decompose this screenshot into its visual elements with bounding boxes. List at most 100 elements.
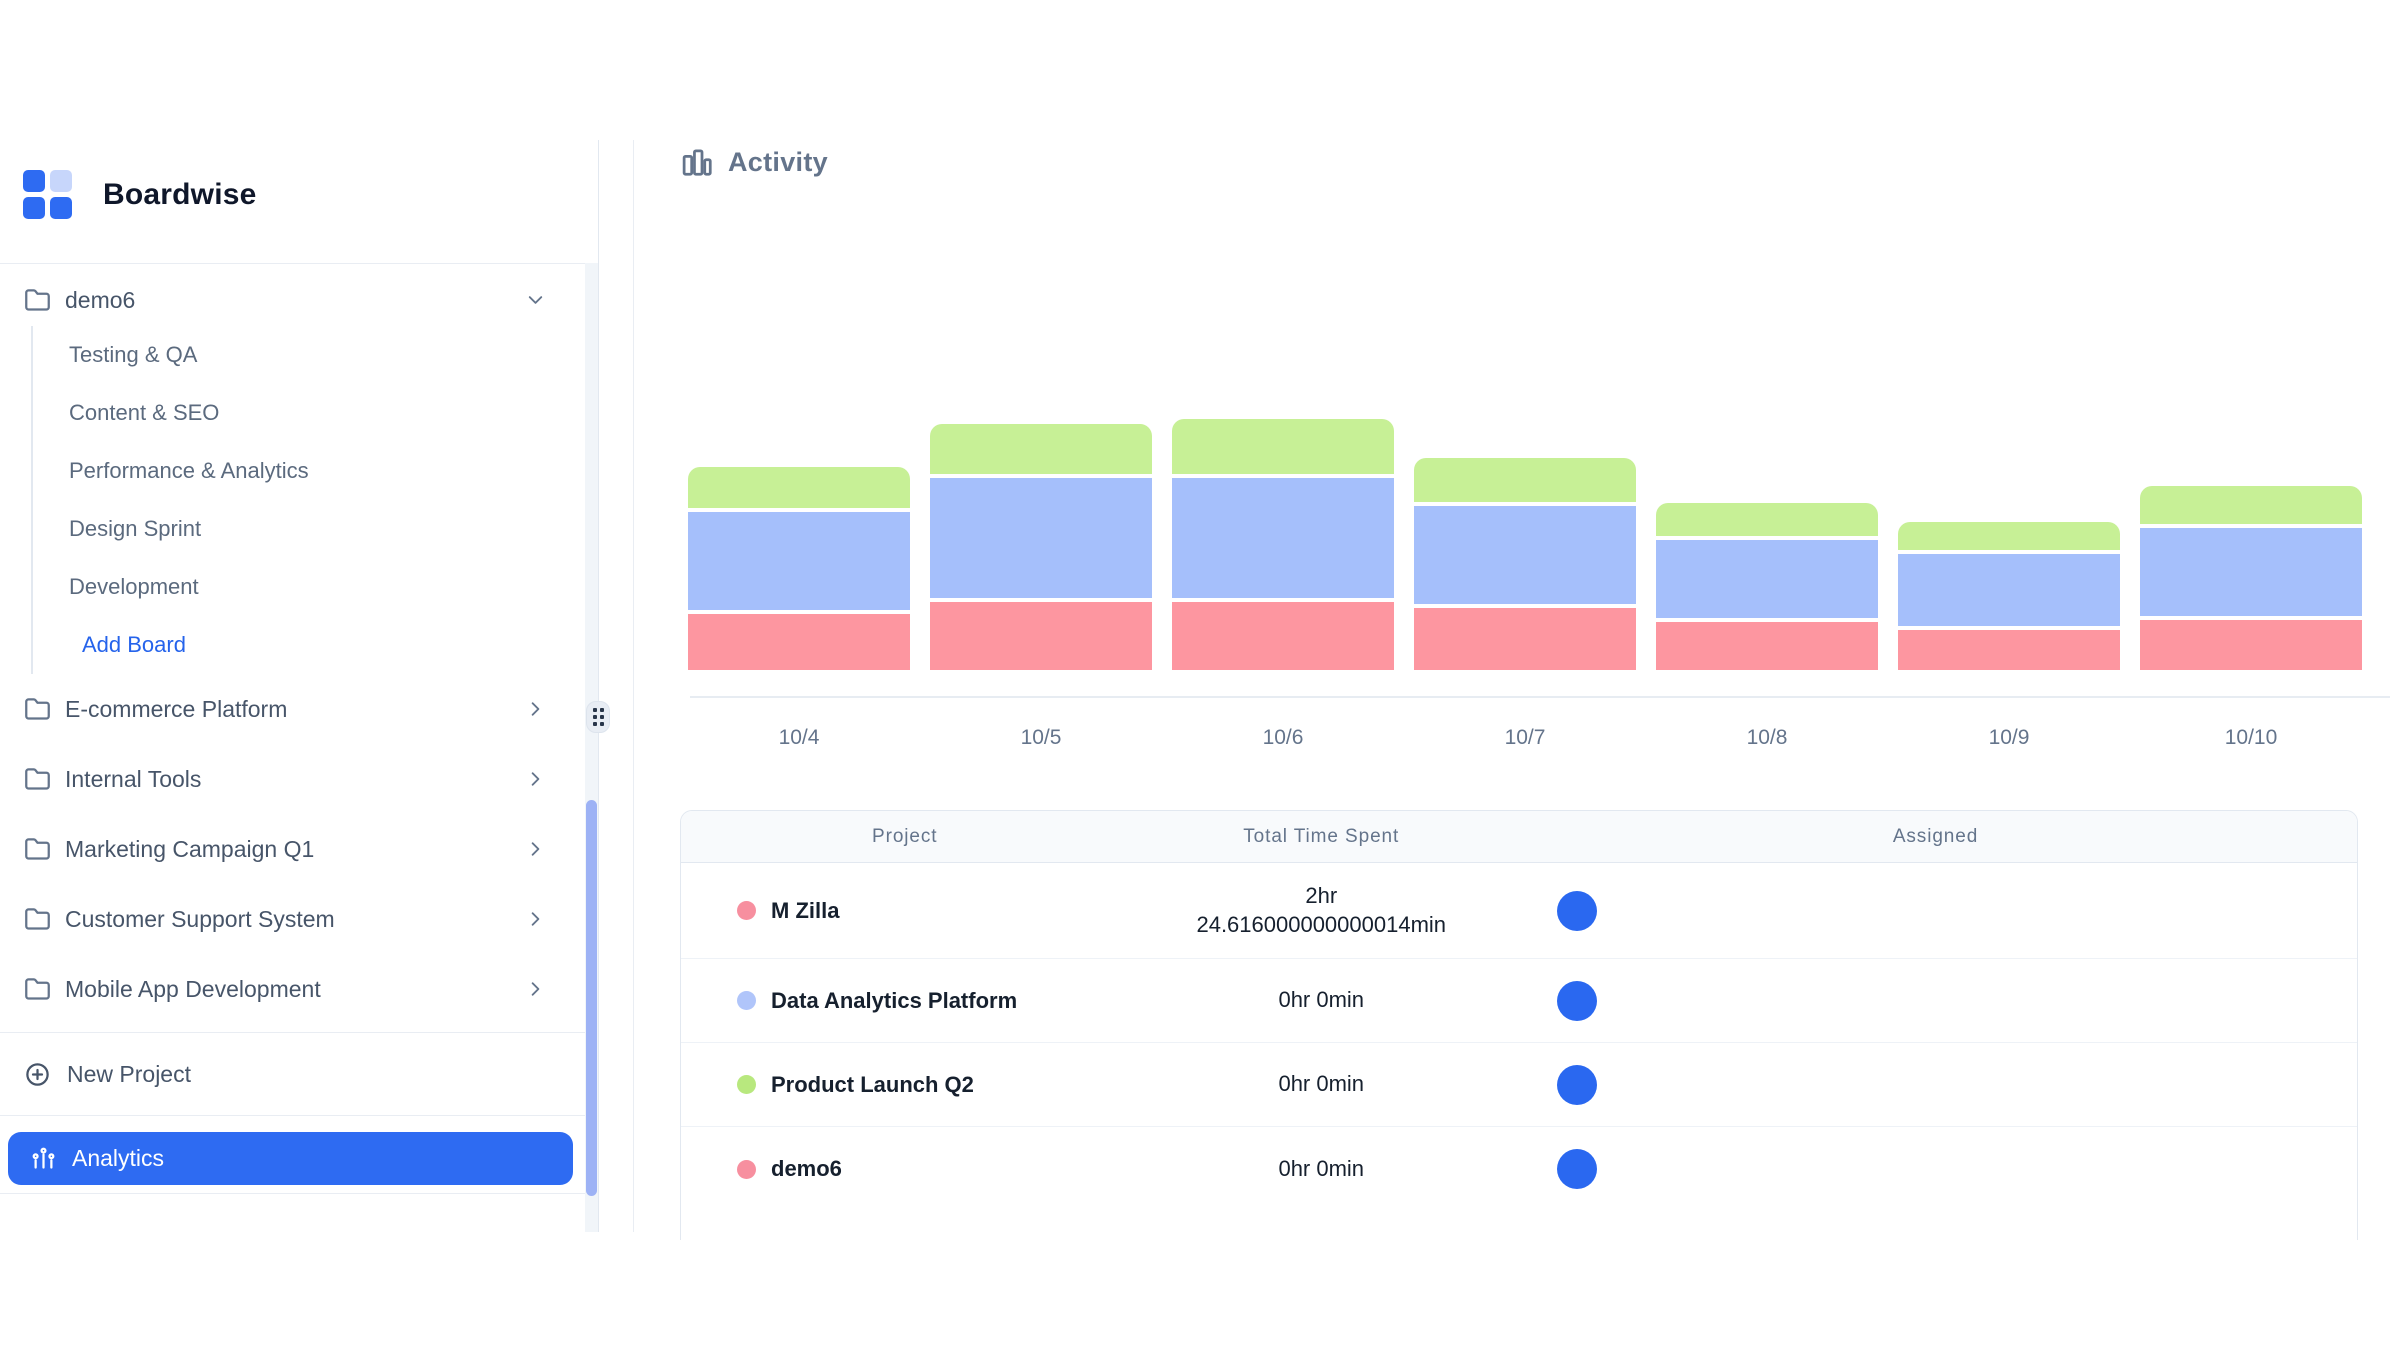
new-project-label: New Project — [67, 1060, 191, 1087]
folder-icon — [25, 837, 50, 860]
assigned-avatar[interactable] — [1557, 890, 1598, 931]
sidebar-scrollbar-thumb[interactable] — [586, 800, 597, 1196]
chevron-right-icon[interactable] — [524, 768, 547, 791]
assigned-cell — [1514, 890, 2357, 931]
add-board-button[interactable]: Add Board — [82, 632, 186, 657]
assigned-cell — [1514, 980, 2357, 1021]
bar-segment-10-4-data-analytics-platform[interactable] — [688, 512, 910, 610]
bar-segment-10-5-data-analytics-platform[interactable] — [930, 478, 1152, 598]
project-name: Data Analytics Platform — [771, 987, 1018, 1013]
bar-segment-10-9-m-zilla[interactable] — [1898, 630, 2120, 670]
total-time-cell: 0hr 0min — [1129, 1070, 1515, 1099]
panel-resize-grip[interactable] — [586, 701, 610, 733]
x-axis-label-10-6: 10/6 — [1262, 726, 1304, 749]
bar-segment-10-6-data-analytics-platform[interactable] — [1172, 478, 1394, 598]
new-project-button[interactable]: New Project — [0, 1041, 586, 1107]
chevron-down-icon[interactable] — [524, 289, 547, 312]
board-list: Testing & QA Content & SEO Performance & A… — [31, 326, 586, 674]
project-label: Internal Tools — [65, 765, 202, 792]
collapsed-project-list: E-commerce Platform Internal Tools Marketi… — [0, 674, 586, 1024]
sidebar-item-internal-tools[interactable]: Internal Tools — [0, 744, 586, 814]
analytics-chart-icon — [32, 1147, 55, 1169]
x-axis-label-10-10: 10/10 — [2224, 726, 2278, 749]
divider — [0, 1032, 586, 1033]
table-header-row: Project Total Time Spent Assigned — [681, 811, 2357, 863]
table-row-m-zilla[interactable]: M Zilla 2hr 24.616000000000014min — [681, 863, 2357, 959]
board-item-testing-qa[interactable]: Testing & QA — [69, 342, 198, 367]
bar-segment-10-8-product-launch-q2[interactable] — [1656, 503, 1878, 536]
total-time-cell: 0hr 0min — [1129, 986, 1515, 1015]
project-color-dot — [737, 991, 756, 1010]
chevron-right-icon[interactable] — [524, 908, 547, 931]
bar-segment-10-10-data-analytics-platform[interactable] — [2140, 528, 2362, 616]
table-row-data-analytics-platform[interactable]: Data Analytics Platform 0hr 0min — [681, 959, 2357, 1043]
sidebar-item-e-commerce-platform[interactable]: E-commerce Platform — [0, 674, 586, 744]
bar-segment-10-10-m-zilla[interactable] — [2140, 620, 2362, 670]
board-item-content-seo[interactable]: Content & SEO — [69, 400, 220, 425]
table-row-demo6[interactable]: demo6 0hr 0min — [681, 1127, 2357, 1211]
bar-segment-10-8-data-analytics-platform[interactable] — [1656, 540, 1878, 618]
bar-segment-10-5-m-zilla[interactable] — [930, 602, 1152, 670]
board-item-development[interactable]: Development — [69, 574, 199, 599]
bar-segment-10-9-data-analytics-platform[interactable] — [1898, 554, 2120, 626]
activity-header: Activity — [680, 146, 828, 179]
assigned-avatar[interactable] — [1557, 980, 1598, 1021]
bar-segment-10-4-product-launch-q2[interactable] — [688, 467, 910, 508]
project-color-dot — [737, 901, 756, 920]
bar-chart-icon — [682, 149, 712, 176]
project-label: demo6 — [65, 286, 136, 313]
project-cell: Data Analytics Platform — [681, 988, 1129, 1014]
project-color-dot — [737, 1159, 756, 1179]
project-name: M Zilla — [771, 897, 840, 923]
assigned-avatar[interactable] — [1557, 1064, 1598, 1105]
project-label: Customer Support System — [65, 905, 335, 932]
folder-icon — [25, 697, 50, 720]
bar-segment-10-6-m-zilla[interactable] — [1172, 602, 1394, 670]
board-item-design-sprint[interactable]: Design Sprint — [69, 516, 202, 541]
project-label: E-commerce Platform — [65, 695, 288, 722]
folder-icon — [25, 767, 50, 790]
project-color-dot — [737, 1075, 756, 1094]
x-axis-label-10-7: 10/7 — [1504, 726, 1546, 749]
column-header-total-time: Total Time Spent — [1243, 825, 1400, 847]
bar-segment-10-10-product-launch-q2[interactable] — [2140, 486, 2362, 524]
divider — [0, 1193, 586, 1194]
sidebar-item-customer-support-system[interactable]: Customer Support System — [0, 884, 586, 954]
sidebar-item-demo6[interactable]: demo6 — [0, 274, 586, 326]
chevron-right-icon[interactable] — [524, 838, 547, 861]
project-name: demo6 — [771, 1156, 842, 1181]
divider — [0, 1115, 586, 1116]
project-cell: M Zilla — [681, 898, 1129, 924]
bar-segment-10-4-m-zilla[interactable] — [688, 614, 910, 670]
bar-segment-10-9-product-launch-q2[interactable] — [1898, 522, 2120, 550]
table-body: M Zilla 2hr 24.616000000000014min Data Anal… — [681, 863, 2357, 1211]
sidebar-item-marketing-campaign-q1[interactable]: Marketing Campaign Q1 — [0, 814, 586, 884]
x-axis-line — [690, 696, 2390, 698]
x-axis-label-10-9: 10/9 — [1988, 726, 2030, 749]
bar-segment-10-7-data-analytics-platform[interactable] — [1414, 506, 1636, 604]
project-name: Product Launch Q2 — [771, 1071, 974, 1097]
bar-segment-10-6-product-launch-q2[interactable] — [1172, 419, 1394, 474]
x-axis-label-10-5: 10/5 — [1020, 726, 1062, 749]
sidebar-item-mobile-app-development[interactable]: Mobile App Development — [0, 954, 586, 1024]
chevron-right-icon[interactable] — [524, 978, 547, 1001]
total-time-cell: 0hr 0min — [1129, 1155, 1515, 1184]
bar-segment-10-7-product-launch-q2[interactable] — [1414, 458, 1636, 502]
sidebar-item-analytics-active[interactable]: Analytics — [8, 1132, 573, 1185]
project-label: Marketing Campaign Q1 — [65, 835, 315, 862]
bar-segment-10-7-m-zilla[interactable] — [1414, 608, 1636, 670]
page-title: Activity — [728, 147, 828, 177]
board-item-performance-analytics[interactable]: Performance & Analytics — [69, 458, 309, 483]
sidebar-divider — [0, 263, 597, 264]
time-line: 0hr 0min — [1278, 1071, 1365, 1097]
grip-dots-icon — [592, 708, 604, 726]
bar-segment-10-5-product-launch-q2[interactable] — [930, 424, 1152, 474]
folder-icon — [25, 288, 50, 311]
assigned-cell — [1514, 1149, 2357, 1189]
sidebar-border — [598, 140, 599, 1232]
bar-segment-10-8-m-zilla[interactable] — [1656, 622, 1878, 670]
chevron-right-icon[interactable] — [524, 698, 547, 721]
assigned-avatar[interactable] — [1557, 1149, 1598, 1189]
time-line: 0hr 0min — [1278, 987, 1365, 1013]
table-row-product-launch-q2[interactable]: Product Launch Q2 0hr 0min — [681, 1043, 2357, 1127]
